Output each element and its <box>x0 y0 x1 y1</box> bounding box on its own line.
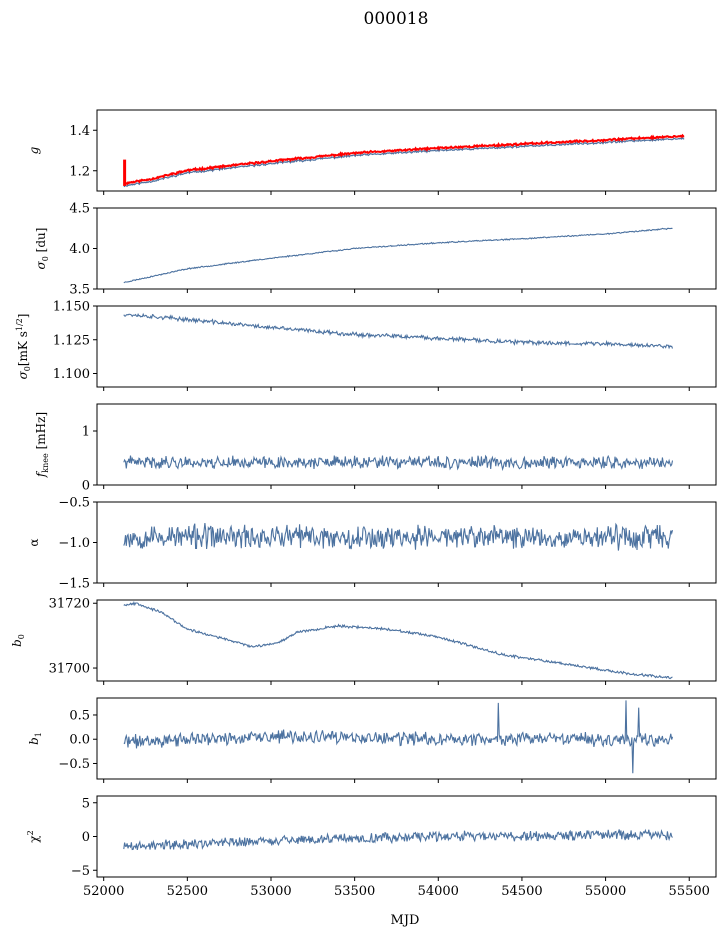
x-axis-label: MJD <box>391 913 420 928</box>
y-axis-label: α <box>27 538 41 546</box>
panel-6: 31700 31720 b0 <box>10 597 717 685</box>
y-tick-label: 1.4 <box>69 124 90 139</box>
series-line <box>123 227 673 284</box>
y-tick-label: 0 <box>82 479 90 494</box>
y-tick-label: 1.150 <box>53 300 90 315</box>
y-tick-label: −1.5 <box>58 577 90 592</box>
x-tick-label: 53500 <box>334 884 375 899</box>
y-tick-label: −0.5 <box>58 496 90 511</box>
axes-frame <box>96 207 717 290</box>
axes-frame <box>96 403 717 486</box>
axes-frame <box>96 697 717 780</box>
panel-3: 1.100 1.125 1.150 σ0[mK s1/2] <box>15 300 717 391</box>
panel-2: 3.5 4.0 4.5 σ0 [du] <box>34 202 717 298</box>
y-tick-label: 0.0 <box>69 733 90 748</box>
y-axis-label: σ0[mK s1/2] <box>15 314 32 380</box>
y-axis-label: b0 <box>10 634 26 647</box>
x-tick-label: 55500 <box>669 884 710 899</box>
axes-frame <box>96 109 717 192</box>
y-tick-label: 31700 <box>49 662 90 677</box>
x-tick-label: 52500 <box>167 884 208 899</box>
y-tick-label: 0.5 <box>69 708 90 723</box>
x-tick-label: 53000 <box>250 884 291 899</box>
series-line <box>123 601 673 680</box>
series-line <box>123 312 674 350</box>
y-tick-label: 1.125 <box>53 333 90 348</box>
y-tick-label: 3.5 <box>69 283 90 298</box>
panel-7: −0.5 0.0 0.5 b1 <box>27 697 717 783</box>
y-tick-label: 1.2 <box>69 164 90 179</box>
series-line <box>123 828 673 851</box>
y-axis-label: χ2 <box>26 830 41 842</box>
series-line <box>123 136 685 188</box>
x-tick-label: 54000 <box>418 884 459 899</box>
y-tick-label: −0.5 <box>58 757 90 772</box>
x-tick-label: 52000 <box>83 884 124 899</box>
series-line <box>123 522 674 551</box>
figure-title: 000018 <box>364 9 429 29</box>
y-tick-label: −5 <box>71 864 90 879</box>
series-line-highlight <box>123 133 685 186</box>
series-line <box>123 454 674 472</box>
y-tick-label: 31720 <box>49 597 90 612</box>
axes-frame <box>96 501 717 584</box>
y-tick-label: 0 <box>82 830 90 845</box>
x-tick-label: 55000 <box>585 884 626 899</box>
x-tick-label: 54500 <box>501 884 542 899</box>
y-tick-label: 5 <box>82 796 90 811</box>
panel-4: 0 1 fknee [mHz] <box>34 403 717 494</box>
panel-1: 1.2 1.4 g <box>27 109 717 195</box>
y-tick-label: 1.100 <box>53 367 90 382</box>
y-tick-label: 4.5 <box>69 202 90 217</box>
y-tick-label: −1.0 <box>58 536 90 551</box>
y-axis-label: fknee [mHz] <box>34 412 50 478</box>
panel-8: 52000 52500 53000 53500 54000 54500 55000 55500… <box>26 795 717 899</box>
axes-frame <box>96 305 717 388</box>
series-line <box>123 700 674 774</box>
panels: 1.2 1.4 g 3.5 4.0 4.5 σ0 [du] 1.100 1.125 1.150 σ0… <box>10 109 717 899</box>
y-tick-label: 4.0 <box>69 242 90 257</box>
y-tick-label: 1 <box>82 425 90 440</box>
panel-5: −1.5 −1.0 −0.5 α <box>27 496 717 592</box>
y-axis-label: b1 <box>27 732 43 745</box>
y-axis-label: σ0 [du] <box>34 228 50 270</box>
axes-frame <box>96 599 717 682</box>
y-axis-label: g <box>27 146 41 154</box>
